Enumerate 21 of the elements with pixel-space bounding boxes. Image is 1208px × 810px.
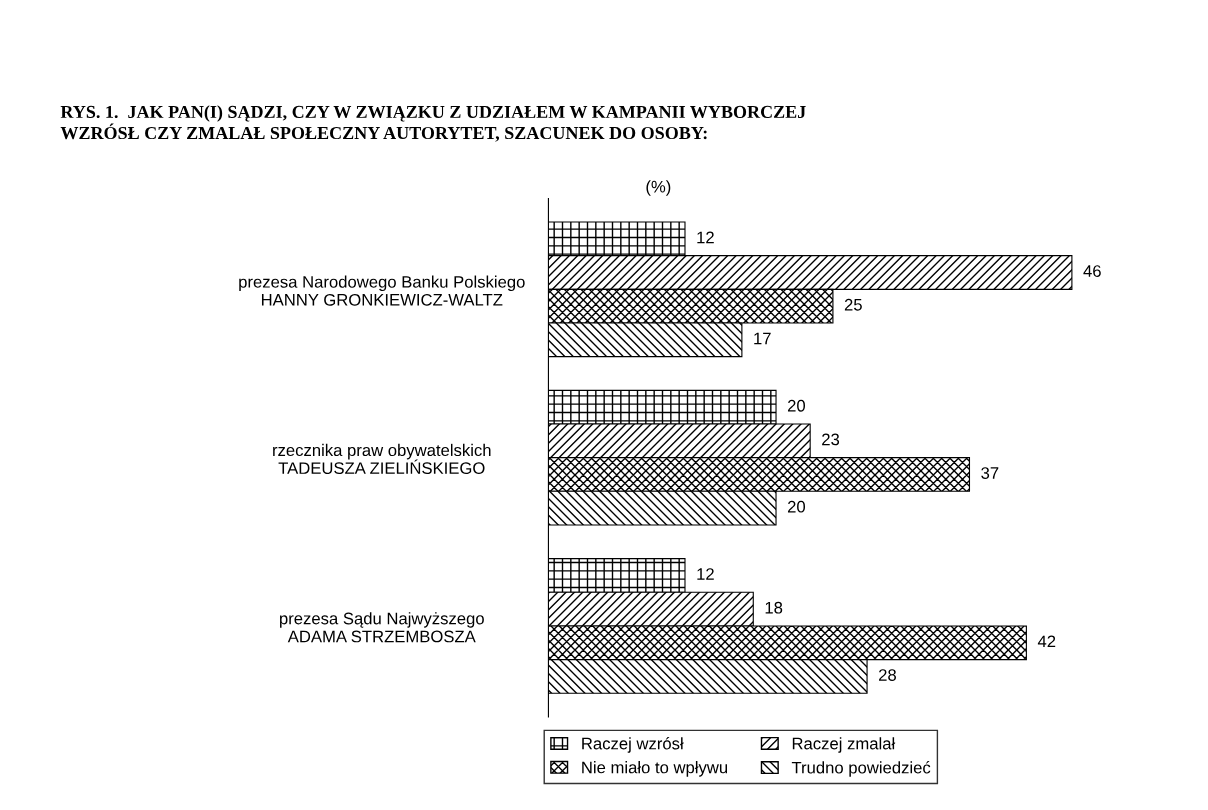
- data-label: 46: [1083, 265, 1101, 277]
- data-label: 25: [844, 298, 862, 311]
- data-label: 20: [787, 399, 806, 412]
- y-tick-label: rzecznika praw obywatelskich TADEUSZA ZIELIŃSKIEGO: [273, 443, 491, 475]
- data-label: 42: [1037, 635, 1056, 648]
- data-label: 12: [697, 231, 714, 244]
- chart-title: RYS. 1. JAK PAN(I) SĄDZI, CZY W ZWIĄZKU Z UDZIAŁEM W KAMPANII WYBORCZEJ WZRÓSŁ CZY ZMALAŁ SPOŁECZNY AUTORYTET, SZACUNEK DO OSOBY:: [60, 105, 806, 142]
- text: (%): [646, 180, 671, 196]
- legend-label: Raczej zmalał: [792, 737, 896, 753]
- data-label: 17: [754, 332, 771, 345]
- legend-label: Trudno powiedzieć: [791, 761, 931, 777]
- data-label: 37: [981, 467, 999, 479]
- data-label: 12: [697, 568, 714, 580]
- legend-label: Raczej wzrósł: [582, 737, 684, 753]
- legend-label: Nie miało to wpływu: [582, 761, 728, 777]
- data-label: 23: [822, 433, 840, 446]
- y-tick-label: prezesa Sądu Najwyższego ADAMA STRZEMBOSZA: [280, 612, 484, 643]
- y-tick-label: prezesa Narodowego Banku Polskiego HANNY GRONKIEWICZ-WALTZ: [239, 275, 525, 306]
- data-label: 18: [765, 601, 783, 614]
- data-label: 20: [787, 500, 806, 513]
- data-label: 28: [879, 669, 896, 681]
